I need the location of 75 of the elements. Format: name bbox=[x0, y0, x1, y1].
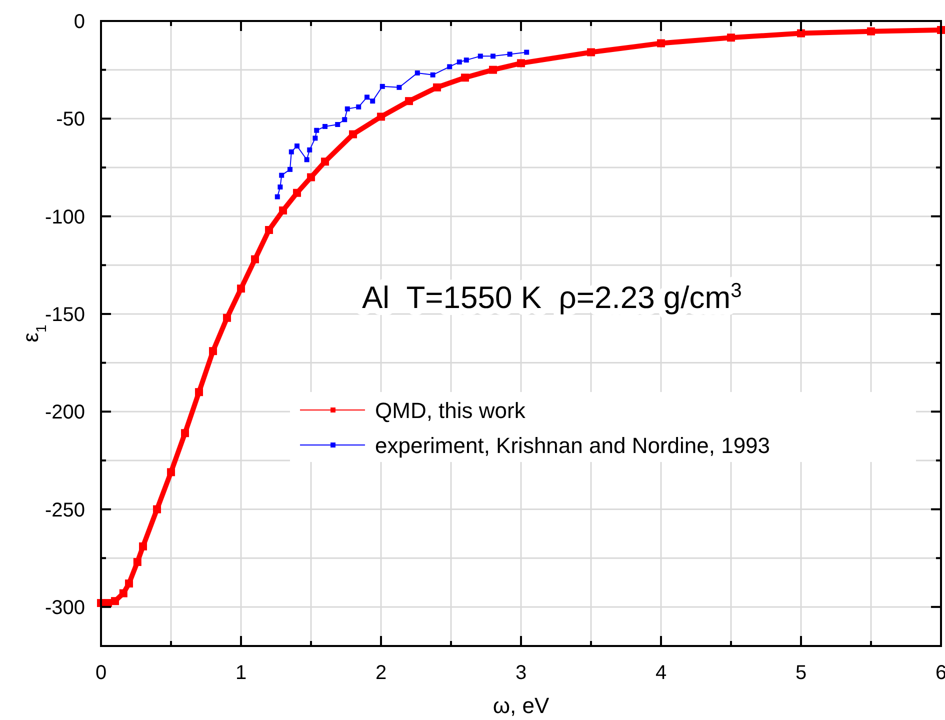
point bbox=[153, 505, 161, 514]
point bbox=[279, 206, 287, 214]
point bbox=[370, 98, 376, 104]
y-tick-label: -50 bbox=[56, 108, 85, 131]
point bbox=[405, 97, 413, 106]
point bbox=[489, 66, 497, 74]
point bbox=[181, 429, 189, 438]
point bbox=[456, 60, 462, 65]
point bbox=[304, 157, 310, 162]
y-tick-label: -250 bbox=[44, 499, 85, 522]
x-tick-label: 5 bbox=[795, 662, 807, 684]
point bbox=[279, 172, 284, 178]
point bbox=[125, 580, 133, 588]
point bbox=[464, 58, 469, 63]
legend-label: QMD, this work bbox=[375, 398, 526, 423]
point bbox=[293, 188, 301, 197]
point bbox=[349, 130, 357, 138]
point bbox=[237, 284, 245, 293]
point bbox=[447, 64, 452, 70]
x-tick-label: 4 bbox=[655, 662, 667, 684]
point bbox=[414, 70, 420, 76]
point bbox=[356, 104, 362, 110]
point bbox=[251, 255, 259, 264]
legend-label: experiment, Krishnan and Nordine, 1993 bbox=[375, 433, 770, 458]
point bbox=[380, 84, 385, 89]
point bbox=[342, 117, 348, 122]
point bbox=[278, 184, 283, 190]
y-tick-label: 0 bbox=[74, 11, 85, 33]
point bbox=[111, 597, 119, 606]
point bbox=[223, 314, 231, 322]
point bbox=[461, 74, 469, 82]
point bbox=[507, 52, 512, 57]
y-tick-label: -300 bbox=[44, 596, 85, 619]
x-axis-title: ω, eV bbox=[492, 693, 550, 718]
annotation: Al T=1550 K ρ=2.23 g/cm$^{3}$ bbox=[362, 280, 742, 315]
point bbox=[344, 106, 350, 112]
point bbox=[430, 72, 436, 78]
point bbox=[307, 147, 312, 152]
point bbox=[119, 589, 128, 598]
point bbox=[524, 50, 530, 55]
point bbox=[335, 122, 340, 128]
point bbox=[307, 173, 315, 182]
x-tick-label: 2 bbox=[375, 662, 387, 684]
point bbox=[314, 128, 320, 133]
point bbox=[478, 54, 483, 59]
point bbox=[167, 468, 175, 476]
point bbox=[274, 194, 280, 200]
x-tick-label: 0 bbox=[95, 662, 107, 684]
point bbox=[364, 94, 370, 100]
point bbox=[727, 34, 735, 42]
point bbox=[312, 136, 318, 141]
y-tick-label: -200 bbox=[44, 402, 85, 424]
x-tick-label: 1 bbox=[235, 662, 247, 684]
point bbox=[321, 158, 329, 166]
point bbox=[322, 124, 328, 129]
point bbox=[797, 29, 805, 38]
point bbox=[209, 347, 217, 356]
point bbox=[288, 166, 292, 172]
point bbox=[396, 84, 402, 90]
point bbox=[195, 388, 203, 396]
point bbox=[490, 54, 496, 59]
point bbox=[265, 226, 273, 234]
point bbox=[433, 83, 441, 92]
point bbox=[288, 149, 294, 154]
y-tick-label: -100 bbox=[44, 206, 85, 228]
x-tick-label: 3 bbox=[515, 662, 527, 684]
point bbox=[133, 558, 142, 566]
point bbox=[587, 48, 595, 56]
point bbox=[517, 59, 525, 68]
point bbox=[657, 39, 665, 48]
point bbox=[377, 112, 385, 121]
point bbox=[139, 542, 147, 550]
point bbox=[294, 144, 300, 148]
y-tick-label: -150 bbox=[44, 304, 85, 326]
point bbox=[867, 27, 875, 36]
